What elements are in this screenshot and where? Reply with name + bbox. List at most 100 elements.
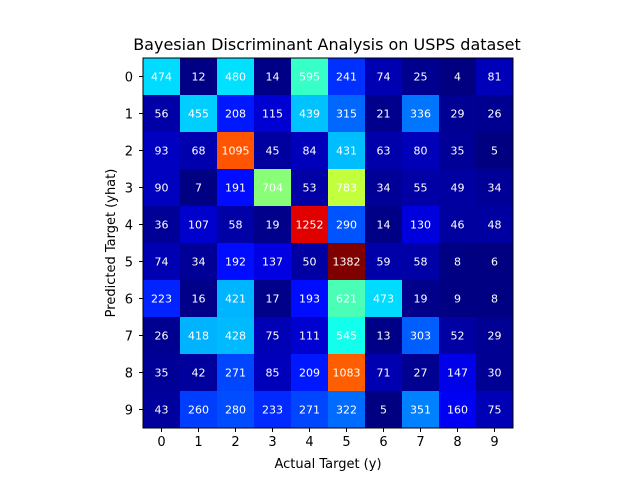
cell-value-label: 45	[266, 145, 280, 158]
heatmap-cell	[328, 391, 366, 429]
heatmap-cell	[439, 132, 477, 170]
cell-value-label: 29	[451, 108, 465, 121]
heatmap-cell	[217, 169, 255, 207]
heatmap-cell	[254, 169, 292, 207]
heatmap-cell	[328, 169, 366, 207]
cell-value-label: 46	[451, 219, 465, 232]
cell-value-label: 431	[336, 145, 357, 158]
heatmap-cell	[439, 391, 477, 429]
heatmap-cell	[439, 58, 477, 96]
heatmap-cell	[143, 243, 181, 281]
heatmap-cell	[291, 243, 329, 281]
cell-value-label: 80	[414, 145, 428, 158]
cell-value-label: 303	[410, 330, 431, 343]
cell-value-label: 43	[155, 404, 169, 417]
cell-value-label: 27	[414, 367, 428, 380]
cell-value-label: 4	[454, 71, 461, 84]
cell-value-label: 783	[336, 182, 357, 195]
heatmap-cell	[217, 243, 255, 281]
heatmap-cell	[291, 354, 329, 392]
cell-value-label: 53	[303, 182, 317, 195]
heatmap-cell	[328, 354, 366, 392]
cell-value-label: 49	[451, 182, 465, 195]
heatmap-cell	[402, 354, 440, 392]
y-tick-label: 9	[125, 404, 133, 419]
cell-value-label: 8	[491, 293, 498, 306]
cell-value-label: 14	[266, 71, 280, 84]
heatmap-cell	[476, 95, 514, 133]
cell-value-label: 34	[192, 256, 206, 269]
heatmap-cell	[217, 132, 255, 170]
heatmap-cell	[254, 391, 292, 429]
heatmap-cell	[254, 280, 292, 318]
cell-value-label: 107	[188, 219, 209, 232]
cell-value-label: 1252	[296, 219, 324, 232]
cell-value-label: 34	[377, 182, 391, 195]
x-tick-label: 3	[268, 435, 276, 450]
cell-value-label: 545	[336, 330, 357, 343]
heatmap-cell	[402, 132, 440, 170]
heatmap-cell	[254, 243, 292, 281]
heatmap-cell	[217, 206, 255, 244]
heatmap-cell	[402, 206, 440, 244]
heatmap-cell	[439, 206, 477, 244]
cell-value-label: 55	[414, 182, 428, 195]
cell-value-label: 315	[336, 108, 357, 121]
heatmap-cell	[254, 206, 292, 244]
heatmap-cell	[328, 317, 366, 355]
heatmap-cell	[476, 391, 514, 429]
heatmap-cell	[365, 317, 403, 355]
heatmap-cell	[402, 58, 440, 96]
cell-value-label: 29	[488, 330, 502, 343]
heatmap-cell	[180, 132, 218, 170]
heatmap-cell	[291, 280, 329, 318]
cell-value-label: 84	[303, 145, 317, 158]
cell-value-label: 351	[410, 404, 431, 417]
cell-value-label: 223	[151, 293, 172, 306]
cell-value-label: 74	[377, 71, 391, 84]
cell-value-label: 26	[488, 108, 502, 121]
heatmap-cell	[365, 280, 403, 318]
heatmap-cell	[291, 58, 329, 96]
cell-value-label: 9	[454, 293, 461, 306]
heatmap-cell	[402, 391, 440, 429]
heatmap-cell	[254, 317, 292, 355]
heatmap-cell	[402, 169, 440, 207]
cell-value-label: 21	[377, 108, 391, 121]
heatmap-cell	[291, 95, 329, 133]
cell-value-label: 5	[491, 145, 498, 158]
heatmap-cell	[143, 95, 181, 133]
cell-value-label: 12	[192, 71, 206, 84]
cell-value-label: 48	[488, 219, 502, 232]
cell-value-label: 56	[155, 108, 169, 121]
heatmap-cell	[328, 243, 366, 281]
cell-value-label: 50	[303, 256, 317, 269]
cell-value-label: 241	[336, 71, 357, 84]
heatmap-cell	[328, 95, 366, 133]
cell-value-label: 290	[336, 219, 357, 232]
cell-value-label: 34	[488, 182, 502, 195]
heatmap-cell	[180, 206, 218, 244]
cell-value-label: 455	[188, 108, 209, 121]
cell-value-label: 421	[225, 293, 246, 306]
x-axis-label: Actual Target (y)	[274, 457, 381, 472]
heatmap-cell	[328, 58, 366, 96]
y-tick-label: 6	[125, 293, 133, 308]
chart-title: Bayesian Discriminant Analysis on USPS d…	[133, 35, 521, 54]
x-tick-label: 0	[157, 435, 165, 450]
heatmap-cell	[180, 58, 218, 96]
heatmap-cell	[143, 317, 181, 355]
cell-value-label: 111	[299, 330, 320, 343]
cell-value-label: 26	[155, 330, 169, 343]
cell-value-label: 30	[488, 367, 502, 380]
heatmap-cells	[143, 58, 514, 429]
heatmap-cell	[217, 317, 255, 355]
cell-value-label: 35	[451, 145, 465, 158]
heatmap-cell	[476, 354, 514, 392]
heatmap-cell	[365, 391, 403, 429]
heatmap-cell	[476, 280, 514, 318]
heatmap-cell	[365, 169, 403, 207]
heatmap-cell	[402, 243, 440, 281]
